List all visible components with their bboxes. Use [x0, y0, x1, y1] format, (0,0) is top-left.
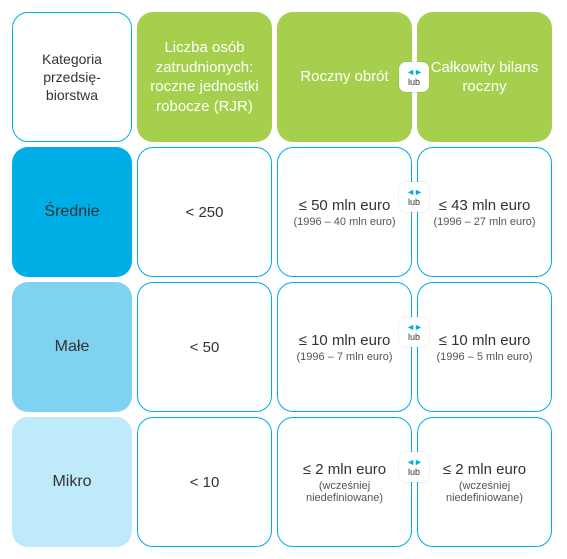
or-badge: ◄► lub	[399, 452, 429, 482]
or-badge: ◄► lub	[399, 317, 429, 347]
value-text: ≤ 10 mln euro	[299, 332, 391, 349]
or-text: lub	[408, 198, 420, 207]
cell-micro-employees: < 10	[137, 417, 272, 547]
value-text: ≤ 2 mln euro	[303, 461, 386, 478]
value-subtext: (wcześniej niedefiniowane)	[426, 480, 543, 504]
arrows-icon: ◄►	[406, 188, 422, 197]
value-text: ≤ 50 mln euro	[299, 197, 391, 214]
header-turnover: Roczny obrót	[277, 12, 412, 142]
or-text: lub	[408, 78, 420, 87]
value-text: < 50	[190, 339, 220, 356]
header-category: Kategoria przedsię-biorstwa	[12, 12, 132, 142]
or-badge: ◄► lub	[399, 62, 429, 92]
cell-small-employees: < 50	[137, 282, 272, 412]
value-subtext: (1996 – 27 mln euro)	[433, 216, 535, 228]
value-subtext: (1996 – 5 mln euro)	[437, 351, 533, 363]
or-badge: ◄► lub	[399, 182, 429, 212]
cell-small-balance: ≤ 10 mln euro (1996 – 5 mln euro)	[417, 282, 552, 412]
cell-medium-turnover: ≤ 50 mln euro (1996 – 40 mln euro)	[277, 147, 412, 277]
cell-small-turnover: ≤ 10 mln euro (1996 – 7 mln euro)	[277, 282, 412, 412]
value-text: < 250	[186, 204, 224, 221]
cell-medium-employees: < 250	[137, 147, 272, 277]
row-label-micro: Mikro	[12, 417, 132, 547]
row-label-medium: Średnie	[12, 147, 132, 277]
header-employees: Liczba osób zatrudnionych: roczne jednos…	[137, 12, 272, 142]
cell-micro-turnover: ≤ 2 mln euro (wcześniej niedefiniowane)	[277, 417, 412, 547]
arrows-icon: ◄►	[406, 68, 422, 77]
value-text: < 10	[190, 474, 220, 491]
value-subtext: (wcześniej niedefiniowane)	[286, 480, 403, 504]
value-text: ≤ 10 mln euro	[439, 332, 531, 349]
header-balance: Całkowity bilans roczny	[417, 12, 552, 142]
value-subtext: (1996 – 7 mln euro)	[297, 351, 393, 363]
value-subtext: (1996 – 40 mln euro)	[293, 216, 395, 228]
arrows-icon: ◄►	[406, 323, 422, 332]
cell-medium-balance: ≤ 43 mln euro (1996 – 27 mln euro)	[417, 147, 552, 277]
sme-table: Kategoria przedsię-biorstwa Liczba osób …	[12, 12, 555, 547]
arrows-icon: ◄►	[406, 458, 422, 467]
or-text: lub	[408, 468, 420, 477]
cell-micro-balance: ≤ 2 mln euro (wcześniej niedefiniowane)	[417, 417, 552, 547]
or-text: lub	[408, 333, 420, 342]
value-text: ≤ 43 mln euro	[439, 197, 531, 214]
row-label-small: Małe	[12, 282, 132, 412]
value-text: ≤ 2 mln euro	[443, 461, 526, 478]
